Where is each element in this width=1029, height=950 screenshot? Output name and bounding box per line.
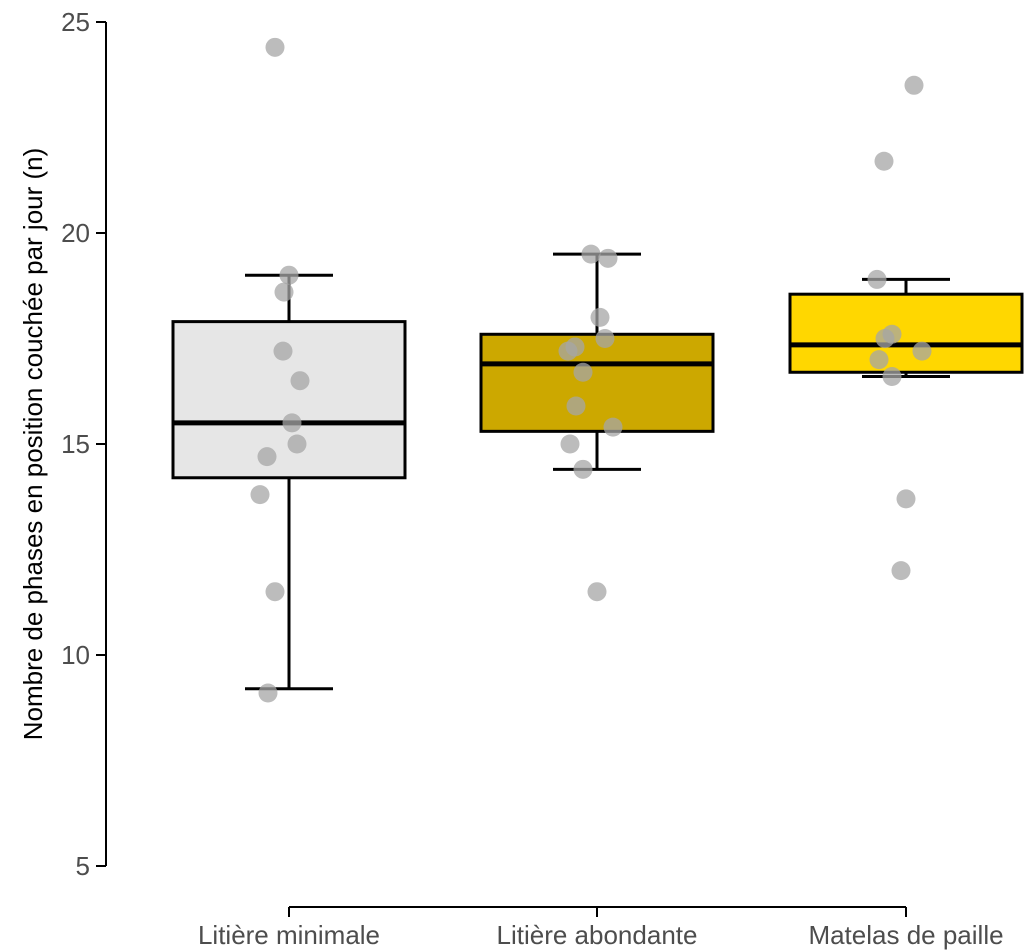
x-tick-label: Matelas de paille xyxy=(808,920,1003,950)
data-point xyxy=(912,341,932,361)
data-point xyxy=(595,329,615,348)
data-point xyxy=(258,683,278,703)
data-point xyxy=(279,265,299,285)
data-point xyxy=(566,396,586,416)
box-group xyxy=(171,273,407,691)
y-tick-label: 10 xyxy=(61,640,90,670)
data-point xyxy=(896,489,916,509)
data-point xyxy=(265,37,285,57)
y-axis-title: Nombre de phases en position couchée par… xyxy=(18,148,48,741)
y-tick-label: 20 xyxy=(61,218,90,248)
data-point xyxy=(558,341,578,361)
data-point xyxy=(287,434,307,454)
x-ticks: Litière minimale Litière abondante Matelas… xyxy=(198,907,1004,950)
box-body xyxy=(479,332,715,433)
data-point xyxy=(875,329,895,348)
box-group xyxy=(788,277,1024,378)
data-point xyxy=(273,341,293,361)
y-tick-label: 15 xyxy=(61,429,90,459)
data-point xyxy=(573,362,593,382)
points xyxy=(250,37,932,703)
y-tick-label: 25 xyxy=(61,7,90,37)
data-point xyxy=(274,282,294,302)
data-point xyxy=(250,485,270,505)
data-point xyxy=(290,371,310,391)
data-point xyxy=(867,269,887,289)
data-point xyxy=(904,75,924,95)
data-point xyxy=(573,459,593,479)
data-point xyxy=(282,413,302,433)
x-tick-label: Litière minimale xyxy=(198,920,380,950)
y-tick-label: 5 xyxy=(76,851,90,881)
box-group xyxy=(479,252,715,471)
data-point xyxy=(587,582,607,602)
box-body xyxy=(788,292,1024,374)
x-tick-label: Litière abondante xyxy=(497,920,698,950)
data-point xyxy=(581,244,601,264)
data-point xyxy=(265,582,285,602)
data-point xyxy=(603,417,623,437)
data-point xyxy=(891,561,911,581)
data-point xyxy=(882,366,902,386)
data-point xyxy=(560,434,580,454)
data-point xyxy=(869,350,889,370)
data-point xyxy=(874,151,894,171)
data-point xyxy=(257,447,277,467)
data-point xyxy=(598,248,618,268)
y-ticks: 5 10 15 20 25 xyxy=(61,7,106,881)
data-point xyxy=(590,307,610,327)
